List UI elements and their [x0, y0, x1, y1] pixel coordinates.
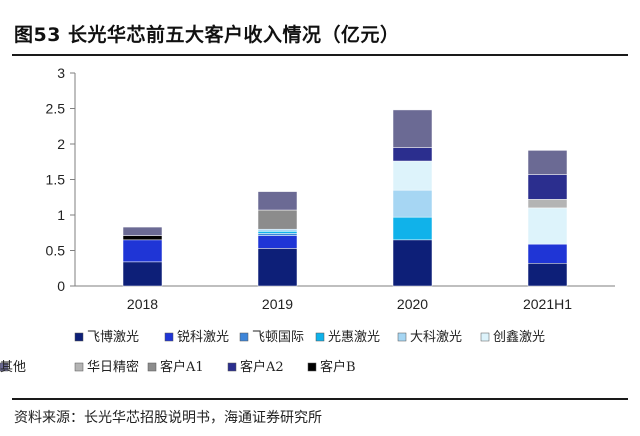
legend-label: 创鑫激光	[493, 329, 545, 345]
y-tick-label: 0.5	[46, 243, 66, 259]
bar-segment	[392, 189, 433, 218]
y-tick-label: 3	[57, 65, 65, 81]
legend-label: 华日精密	[87, 359, 139, 375]
legend-label: 大科激光	[410, 330, 462, 345]
legend-label: 飞顿国际	[252, 330, 304, 345]
bar-segment	[527, 243, 568, 264]
bar-segment	[257, 235, 298, 249]
bar-segment	[527, 199, 568, 209]
bar-segment	[257, 248, 298, 287]
legend-swatch	[227, 362, 237, 372]
bar-segment	[257, 209, 298, 230]
bar-segment	[122, 226, 163, 236]
legend-swatch	[0, 362, 9, 372]
x-tick-label: 2020	[397, 296, 428, 312]
y-tick-label: 2	[57, 136, 65, 152]
legend-swatch	[480, 332, 490, 342]
legend-swatch	[74, 362, 84, 372]
bar-segment	[392, 147, 433, 162]
source-note: 资料来源：长光华芯招股说明书，海通证券研究所	[14, 410, 322, 426]
stacked-bar-chart: 0 0.5 1 1.5 2 2.5 3 2018 2019 2020 2021H1 飞博激光 锐科激光 飞…	[0, 65, 615, 375]
bar-segment	[257, 228, 298, 232]
legend-label: 光惠激光	[328, 330, 380, 345]
legend-swatch	[164, 332, 174, 342]
legend-swatch	[74, 332, 84, 342]
bar-segment	[392, 216, 433, 241]
legend-label: 飞博激光	[87, 330, 139, 345]
bar-segment	[122, 235, 163, 241]
bar-segment	[392, 109, 433, 148]
y-tick-label: 0	[57, 278, 65, 294]
x-tick-label: 2021H1	[523, 296, 572, 312]
x-tick-label: 2018	[127, 296, 158, 312]
chart-title: 图53 长光华芯前五大客户收入情况（亿元）	[14, 24, 400, 46]
bar-segment	[122, 261, 163, 287]
legend-label: 客户B	[320, 359, 356, 375]
bar-segment	[527, 150, 568, 175]
bar-segment	[257, 231, 298, 234]
bar-segment	[122, 239, 163, 263]
legend-label: 锐科激光	[177, 330, 229, 345]
y-tick-label: 1	[57, 207, 65, 223]
bar-segment	[527, 174, 568, 200]
bar-segment	[257, 191, 298, 211]
legend-swatch	[315, 332, 325, 342]
legend-label: 客户A1	[160, 359, 204, 375]
title-bar: 图53 长光华芯前五大客户收入情况（亿元）	[12, 16, 628, 52]
bottom-divider	[12, 398, 628, 400]
bar-segment	[392, 239, 433, 287]
top-divider	[12, 54, 628, 56]
x-tick-label: 2019	[262, 296, 293, 312]
legend-swatch	[147, 362, 157, 372]
bar-segment	[527, 207, 568, 245]
legend-swatch	[397, 332, 407, 342]
bar-segment	[257, 233, 298, 236]
bar-segment	[527, 263, 568, 287]
y-tick-label: 1.5	[46, 172, 66, 188]
legend-label: 其他	[0, 360, 26, 375]
legend-label: 客户A2	[240, 359, 284, 375]
bar-segment	[392, 160, 433, 191]
y-tick-label: 2.5	[46, 101, 66, 117]
legend-swatch	[239, 332, 249, 342]
legend-swatch	[307, 362, 317, 372]
